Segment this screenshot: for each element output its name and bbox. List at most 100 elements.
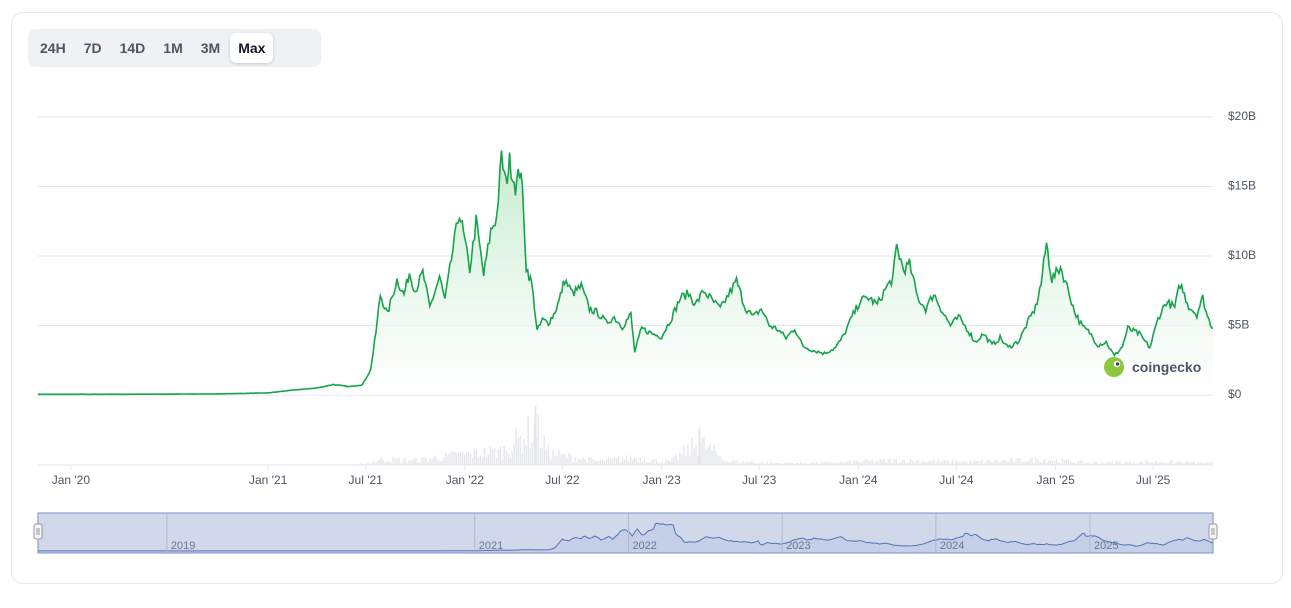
volume-bar bbox=[1111, 461, 1113, 465]
volume-bar bbox=[481, 458, 484, 465]
volume-bar bbox=[1197, 462, 1199, 465]
volume-bar bbox=[410, 461, 412, 465]
volume-bar bbox=[701, 437, 703, 465]
market-cap-line[interactable] bbox=[37, 150, 1214, 396]
navigator-handle-left[interactable] bbox=[33, 523, 43, 540]
volume-bars bbox=[124, 406, 1213, 465]
volume-bar bbox=[653, 459, 655, 465]
volume-bar bbox=[1015, 458, 1017, 465]
volume-bar bbox=[647, 462, 649, 465]
volume-bar bbox=[1203, 463, 1205, 465]
volume-bar bbox=[461, 452, 464, 465]
volume-bar bbox=[725, 463, 727, 465]
volume-bar bbox=[740, 462, 742, 465]
volume-bar bbox=[374, 462, 376, 465]
volume-bar bbox=[1173, 463, 1175, 465]
range-button-24h[interactable]: 24H bbox=[32, 33, 74, 63]
navigator-window[interactable] bbox=[37, 512, 1214, 554]
volume-bar bbox=[943, 459, 945, 465]
volume-bar bbox=[400, 462, 402, 465]
volume-bar bbox=[300, 464, 302, 465]
volume-bar bbox=[433, 456, 435, 465]
navigator-handle-right[interactable] bbox=[1208, 523, 1218, 540]
volume-bar bbox=[815, 461, 818, 465]
volume-bar bbox=[582, 457, 584, 465]
volume-bar bbox=[1035, 457, 1037, 465]
volume-bar bbox=[584, 459, 586, 465]
x-tick-label: Jan '25 bbox=[1036, 473, 1075, 487]
range-button-1m[interactable]: 1M bbox=[155, 33, 190, 63]
volume-bar bbox=[576, 461, 578, 465]
volume-bar bbox=[471, 458, 474, 465]
volume-bar bbox=[419, 462, 421, 465]
volume-bar bbox=[473, 448, 476, 465]
volume-bar bbox=[905, 463, 907, 465]
volume-bar bbox=[831, 462, 833, 465]
volume-bar bbox=[491, 449, 494, 465]
volume-bar bbox=[742, 460, 744, 465]
volume-bar bbox=[246, 464, 248, 465]
volume-bar bbox=[857, 461, 859, 465]
volume-bar bbox=[1149, 462, 1151, 465]
volume-bar bbox=[1091, 463, 1093, 465]
volume-bar bbox=[1027, 461, 1029, 465]
volume-bar bbox=[756, 463, 758, 465]
x-tick-label: Jul '25 bbox=[1136, 473, 1171, 487]
volume-bar bbox=[1005, 460, 1007, 465]
volume-bar bbox=[809, 463, 812, 465]
volume-bar bbox=[1093, 461, 1095, 465]
volume-bar bbox=[673, 456, 675, 465]
volume-bar bbox=[1119, 461, 1121, 465]
volume-bar bbox=[987, 460, 989, 465]
x-tick-label: Jul '22 bbox=[545, 473, 580, 487]
volume-bar bbox=[541, 448, 543, 465]
volume-bar bbox=[738, 463, 740, 465]
volume-bar bbox=[1023, 461, 1025, 465]
volume-bar bbox=[1169, 460, 1171, 465]
volume-bar bbox=[501, 459, 503, 465]
volume-bar bbox=[807, 463, 810, 465]
volume-bar bbox=[386, 461, 388, 465]
volume-bar bbox=[1053, 460, 1056, 465]
volume-bar bbox=[631, 459, 634, 465]
volume-bar bbox=[867, 460, 869, 465]
volume-bar bbox=[451, 451, 453, 465]
volume-bar bbox=[566, 458, 568, 465]
volume-bar bbox=[408, 460, 410, 465]
volume-bar bbox=[811, 462, 814, 465]
volume-bar bbox=[746, 461, 748, 465]
volume-bar bbox=[933, 459, 935, 465]
volume-bar bbox=[687, 444, 689, 465]
watermark-text: coingecko bbox=[1132, 359, 1201, 375]
volume-bar bbox=[679, 452, 681, 465]
volume-bar bbox=[797, 463, 800, 465]
navigator-tick-label: 2024 bbox=[940, 540, 964, 552]
volume-bar bbox=[877, 461, 879, 465]
volume-bar bbox=[1209, 462, 1211, 465]
volume-bar bbox=[342, 463, 344, 465]
volume-bar bbox=[931, 461, 933, 465]
volume-bar bbox=[975, 460, 977, 465]
volume-bar bbox=[748, 462, 750, 465]
volume-bar bbox=[1135, 463, 1137, 465]
volume-bar bbox=[887, 459, 889, 465]
volume-bar bbox=[310, 464, 312, 465]
volume-bar bbox=[242, 464, 244, 465]
volume-bar bbox=[284, 464, 286, 465]
volume-bar bbox=[695, 445, 697, 465]
volume-bar bbox=[929, 460, 931, 465]
volume-bar bbox=[507, 454, 509, 465]
volume-bar bbox=[939, 461, 941, 465]
navigator-tick-label: 2023 bbox=[786, 540, 810, 552]
volume-bar bbox=[1177, 462, 1179, 465]
range-button-3m[interactable]: 3M bbox=[193, 33, 228, 63]
navigator[interactable]: 2019 2021 2022 2023 2024 2025 bbox=[33, 512, 1218, 554]
range-button-14d[interactable]: 14D bbox=[112, 33, 154, 63]
volume-bar bbox=[783, 463, 786, 465]
volume-bar bbox=[1141, 461, 1143, 465]
range-button-7d[interactable]: 7D bbox=[76, 33, 110, 63]
volume-bar bbox=[605, 459, 608, 465]
range-button-max[interactable]: Max bbox=[230, 33, 274, 63]
volume-bar bbox=[927, 461, 929, 465]
